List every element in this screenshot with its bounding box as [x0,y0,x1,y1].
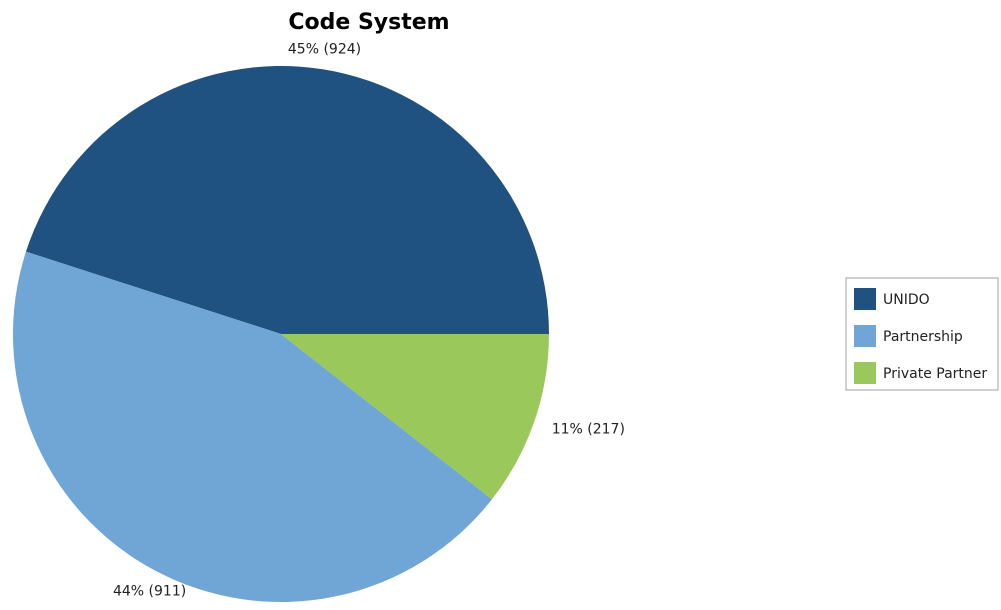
slice-label-private-partner: 11% (217) [552,421,625,437]
pie-slice-partnership [12,251,492,602]
slice-labels: 45% (924) 44% (911) 11% (217) [113,41,625,599]
legend-swatch-unido [854,288,876,310]
pie-slice-private-partner [281,334,549,500]
pie-slice-unido [25,65,549,335]
legend-label-private-partner: Private Partner [883,366,987,382]
legend-label-unido: UNIDO [883,292,930,308]
slice-label-partnership: 44% (911) [113,583,186,599]
chart-title: Code System [288,10,449,35]
legend-label-partnership: Partnership [883,329,963,345]
slice-label-unido: 45% (924) [288,41,361,57]
legend-swatch-partnership [854,325,876,347]
pie-slices [12,65,549,602]
legend-swatch-private-partner [854,362,876,384]
legend: UNIDO Partnership Private Partner [845,277,999,391]
